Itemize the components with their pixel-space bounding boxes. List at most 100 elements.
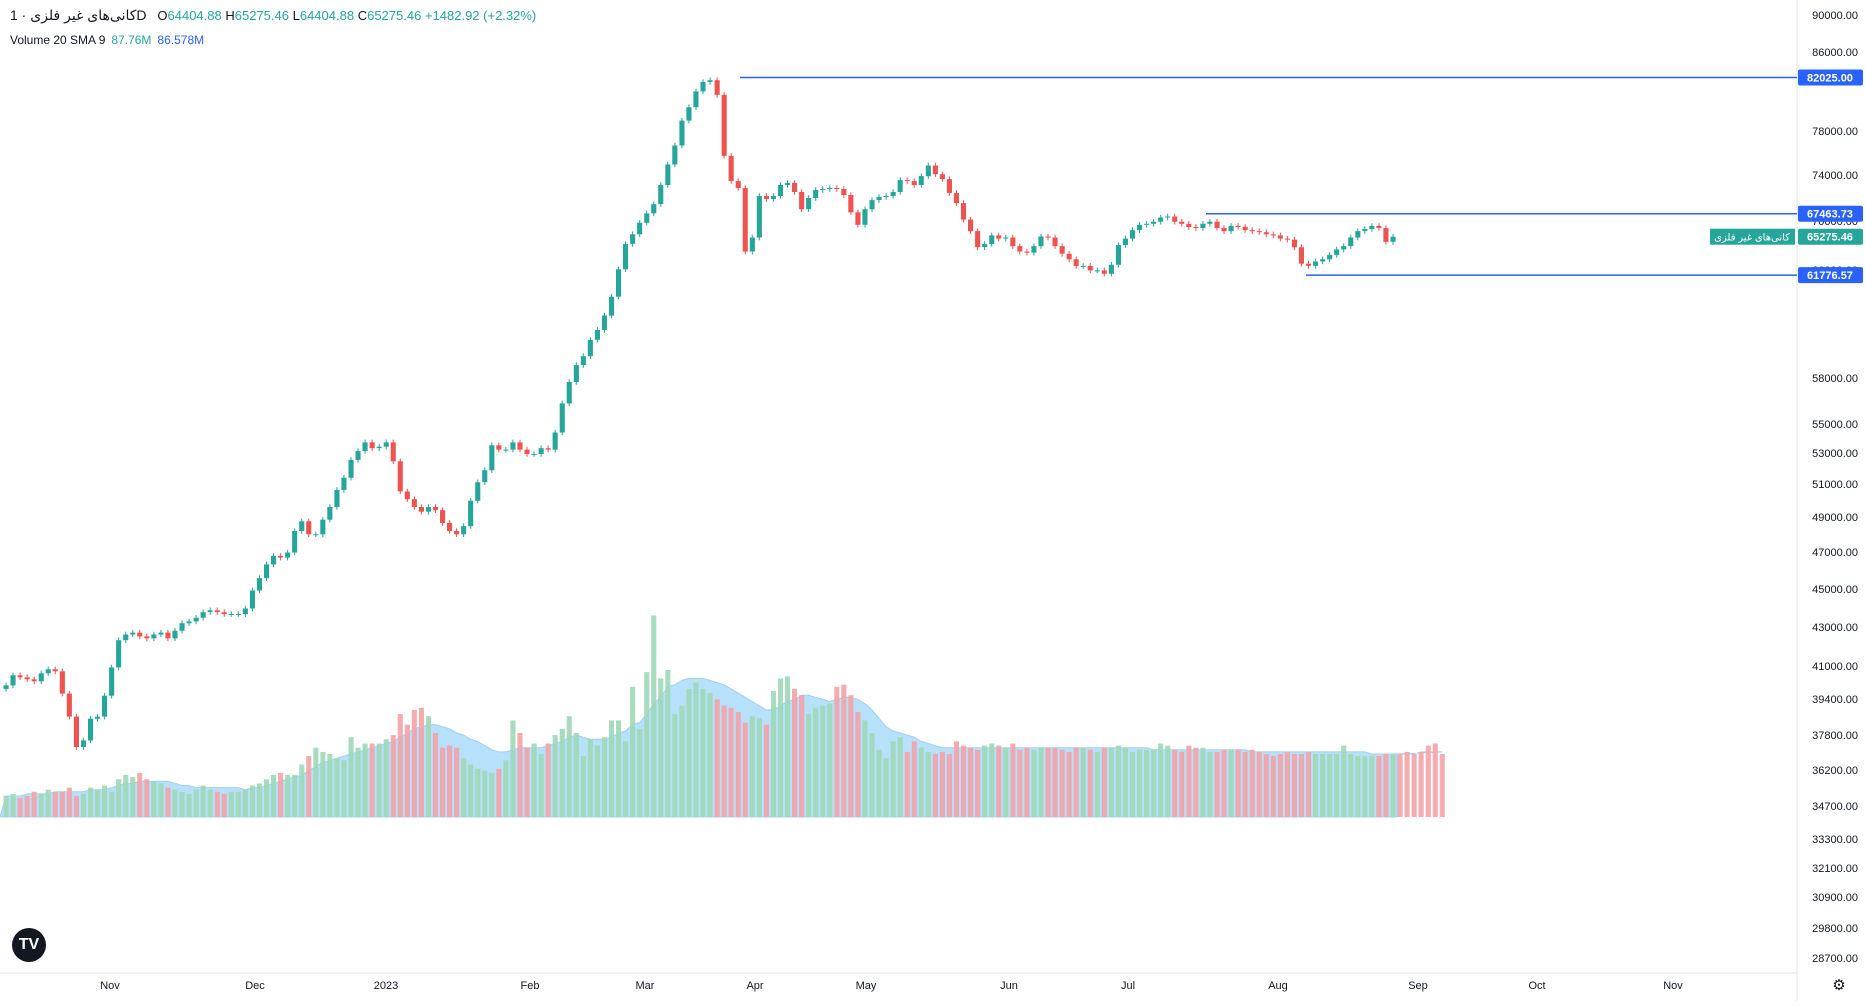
candle-body [1376,225,1382,228]
candle-body [404,491,410,500]
volume-bar [1320,754,1326,817]
candle-body [566,382,572,404]
price-tick-label: 41000.00 [1812,661,1858,673]
candle-body [165,632,171,639]
candle-body [679,120,685,146]
price-tick-label: 30900.00 [1812,892,1858,904]
candle-body [953,193,959,204]
volume-bar [468,764,474,817]
time-tick-label: Aug [1268,980,1288,992]
volume-bar [1306,751,1312,817]
candle-body [432,507,438,511]
candle-body [876,197,882,200]
volume-bar [1256,751,1262,817]
volume-bar [531,743,537,817]
hline-price-tag [1798,205,1863,222]
candle-body [200,612,206,618]
price-tick-label: 43000.00 [1812,622,1858,634]
volume-legend[interactable]: Volume 20 SMA 9 87.76M 86.578M [10,33,204,47]
volume-bar [1327,754,1333,817]
price-tick-label: 53000.00 [1812,448,1858,460]
volume-bar [834,686,840,817]
candle-body [292,531,298,553]
price-axis[interactable]: 90000.0086000.0078000.0074000.0070000.00… [1812,10,1858,965]
price-tick-label: 74000.00 [1812,170,1858,182]
volume-bar [813,707,819,817]
candle-body [735,181,741,188]
volume-bar [1277,754,1283,817]
candle-body [496,445,502,450]
candle-body [109,667,115,696]
volume-bar [461,758,467,817]
volume-bar [151,781,157,817]
volume-bar [820,705,826,817]
volume-bar [510,720,516,817]
time-axis[interactable]: Nov Dec 2023 Feb Mar Apr May Jun Jul Aug Sep Oct Nov [100,980,1683,992]
volume-bar [672,714,678,817]
volume-bar [376,743,382,817]
volume-bar [1158,743,1164,817]
volume-bar [447,745,453,817]
candle-body [1249,230,1255,232]
candle-body [1306,263,1312,266]
price-candles[interactable] [3,77,1396,750]
hline-price-tag [1798,267,1863,284]
volume-bar [207,789,213,817]
volume-bar [658,678,664,817]
settings-gear-icon[interactable]: ⚙ [1832,977,1846,994]
volume-bar [193,789,199,817]
volume-bar [179,791,185,817]
volume-bar [721,705,727,817]
time-tick-label: 2023 [374,980,398,992]
volume-bar [552,735,558,817]
volume-bar [1221,749,1227,817]
volume-bar [735,712,741,817]
candle-body [1327,254,1333,260]
volume-bar [1228,749,1234,817]
candle-body [792,183,798,192]
volume-bar [848,695,854,817]
symbol-title[interactable]: کانی‌های غیر فلزی · 1D [10,7,147,23]
volume-bar [1242,751,1248,817]
volume-bar [1362,756,1368,817]
volume-bar [264,779,270,817]
tradingview-logo-icon[interactable]: TV [12,928,46,962]
volume-bar [1397,754,1403,817]
volume-bar [686,688,692,817]
volume-bar [925,751,931,817]
volume-bar [1291,754,1297,817]
candle-body [461,526,467,535]
candle-body [179,623,185,631]
volume-bar [1313,754,1319,817]
candle-body [975,231,981,248]
candle-body [658,185,664,205]
volume-bar [390,735,396,817]
candle-body [52,669,58,672]
horizontal-lines[interactable] [740,76,1797,276]
volume-sma-value: 86.578M [157,33,205,47]
candle-body [1179,221,1185,224]
price-tick-label: 49000.00 [1812,512,1858,524]
candle-body [820,189,826,190]
price-tick-label: 28700.00 [1812,953,1858,965]
volume-bar [285,775,291,817]
volume-bar [454,747,460,817]
hline-price-tag [1798,69,1863,86]
candle-body [665,164,671,185]
time-tick-label: Nov [1663,980,1683,992]
candle-body [3,685,9,689]
volume-bar [651,615,657,817]
candle-body [855,212,861,225]
volume-bar [707,693,713,817]
candle-body [616,269,622,297]
volume-bar [616,720,622,817]
volume-bar [1404,751,1410,817]
volume-bar [580,756,586,817]
volume-bar [165,787,171,817]
candle-body [1284,238,1290,240]
candle-body [341,477,347,490]
volume-bar [95,789,101,817]
volume-bar [10,793,16,817]
